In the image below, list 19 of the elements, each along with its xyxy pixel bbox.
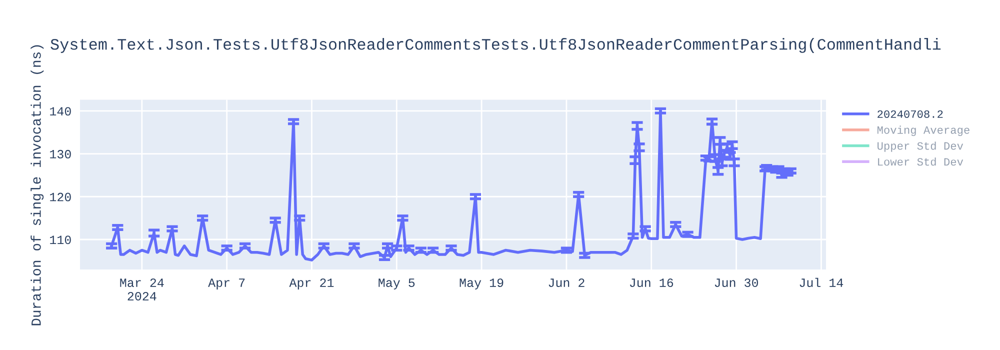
y-axis-title: Duration of single invocation (ns) <box>30 45 44 326</box>
x-tick-label: Jul 14 <box>800 278 844 288</box>
y-tick-label: 130 <box>50 150 71 158</box>
legend-label: Moving Average <box>877 126 970 136</box>
legend-label: Lower Std Dev <box>878 157 964 166</box>
y-tick-label: 120 <box>50 192 71 202</box>
x-tick-label: Apr 7 <box>208 278 245 290</box>
legend-label: Upper Std Dev <box>878 142 964 152</box>
x-tick-label: May 5 <box>378 278 415 290</box>
y-tick-label: 110 <box>50 236 71 244</box>
x-tick-label: Mar 24 2024 <box>120 278 164 300</box>
legend-label: 20240708.2 <box>878 110 943 118</box>
y-tick-label: 140 <box>50 107 71 116</box>
x-tick-label: Jun 30 <box>714 278 758 288</box>
x-tick-label: Jun 16 <box>630 278 674 288</box>
chart-title: System.Text.Json.Tests.Utf8JsonReaderCommentsTests.Utf8JsonReaderCommentParsing(CommentHandli <box>50 38 941 53</box>
x-tick-label: Jun 2 <box>548 278 584 288</box>
x-tick-label: Apr 21 <box>289 278 334 290</box>
x-tick-label: May 19 <box>460 278 504 290</box>
